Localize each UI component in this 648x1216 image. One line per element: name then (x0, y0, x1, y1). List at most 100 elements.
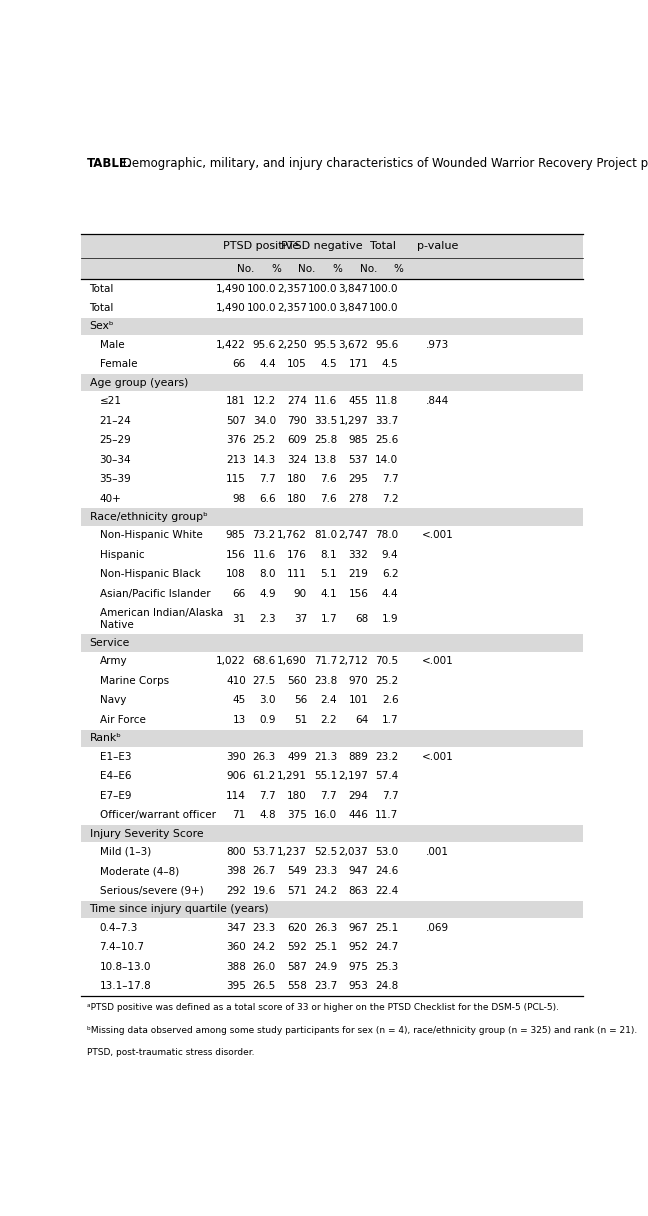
Text: 56: 56 (294, 696, 307, 705)
Text: 33.7: 33.7 (375, 416, 399, 426)
Text: No.: No. (360, 264, 377, 274)
Text: 180: 180 (287, 494, 307, 503)
Text: 507: 507 (226, 416, 246, 426)
Bar (81, 317, 583, 336)
Text: 347: 347 (226, 923, 246, 933)
Text: 2.6: 2.6 (382, 696, 399, 705)
Text: .001: .001 (426, 846, 449, 857)
Text: 4.5: 4.5 (321, 360, 337, 370)
Text: 7.4–10.7: 7.4–10.7 (100, 942, 145, 952)
Text: 26.5: 26.5 (253, 981, 276, 991)
Text: 558: 558 (287, 981, 307, 991)
Text: 16.0: 16.0 (314, 810, 337, 820)
Text: 398: 398 (226, 866, 246, 877)
Bar (81, 786, 583, 805)
Text: 587: 587 (287, 962, 307, 972)
Text: 499: 499 (287, 751, 307, 761)
Text: 1,422: 1,422 (216, 340, 246, 350)
Text: 1.7: 1.7 (321, 614, 337, 624)
Text: Asian/Pacific Islander: Asian/Pacific Islander (100, 589, 210, 598)
Text: 278: 278 (349, 494, 368, 503)
Text: Demographic, military, and injury characteristics of Wounded Warrior Recovery Pr: Demographic, military, and injury charac… (119, 157, 648, 170)
Text: 30–34: 30–34 (100, 455, 131, 465)
Text: Navy: Navy (100, 696, 126, 705)
Text: 11.7: 11.7 (375, 810, 399, 820)
Text: 100.0: 100.0 (246, 283, 276, 293)
Text: 68.6: 68.6 (253, 657, 276, 666)
Text: 98: 98 (233, 494, 246, 503)
Bar (81, 843, 583, 862)
Text: 6.6: 6.6 (259, 494, 276, 503)
Text: 571: 571 (287, 886, 307, 896)
Text: 970: 970 (349, 676, 368, 686)
Text: %: % (271, 264, 281, 274)
Text: 115: 115 (226, 474, 246, 484)
Text: 156: 156 (226, 550, 246, 559)
Text: 14.3: 14.3 (253, 455, 276, 465)
Text: Serious/severe (9+): Serious/severe (9+) (100, 886, 203, 896)
Text: 71.7: 71.7 (314, 657, 337, 666)
Text: 26.0: 26.0 (253, 962, 276, 972)
Text: Officer/warrant officer: Officer/warrant officer (100, 810, 216, 820)
Text: 4.4: 4.4 (382, 589, 399, 598)
Text: 26.3: 26.3 (253, 751, 276, 761)
Text: 13: 13 (233, 715, 246, 725)
Text: 2,197: 2,197 (338, 771, 368, 781)
Text: 967: 967 (349, 923, 368, 933)
Text: 53.7: 53.7 (253, 846, 276, 857)
Text: 332: 332 (349, 550, 368, 559)
Text: 3,847: 3,847 (338, 283, 368, 293)
Text: 25.1: 25.1 (314, 942, 337, 952)
Text: 171: 171 (349, 360, 368, 370)
Bar (81, 918, 583, 938)
Text: 24.8: 24.8 (375, 981, 399, 991)
Text: 800: 800 (226, 846, 246, 857)
Text: 889: 889 (349, 751, 368, 761)
Text: 1,490: 1,490 (216, 283, 246, 293)
Text: 95.5: 95.5 (314, 340, 337, 350)
Text: 35–39: 35–39 (100, 474, 132, 484)
Text: 446: 446 (349, 810, 368, 820)
Text: Age group (years): Age group (years) (89, 378, 188, 388)
Text: 105: 105 (287, 360, 307, 370)
Text: PTSD negative: PTSD negative (281, 241, 363, 252)
Text: TABLE.: TABLE. (87, 157, 133, 170)
Text: 2.2: 2.2 (321, 715, 337, 725)
Text: 11.6: 11.6 (314, 396, 337, 406)
Text: 24.7: 24.7 (375, 942, 399, 952)
Text: 25–29: 25–29 (100, 435, 132, 445)
Bar (81, 469, 583, 489)
Text: %: % (332, 264, 342, 274)
Text: 9.4: 9.4 (382, 550, 399, 559)
Text: ᵇMissing data observed among some study participants for sex (n = 4), race/ethni: ᵇMissing data observed among some study … (87, 1026, 637, 1035)
Text: 81.0: 81.0 (314, 530, 337, 540)
Text: Mild (1–3): Mild (1–3) (100, 846, 151, 857)
Text: 156: 156 (349, 589, 368, 598)
Text: 57.4: 57.4 (375, 771, 399, 781)
Text: PTSD positive: PTSD positive (223, 241, 299, 252)
Bar (81, 691, 583, 710)
Text: 620: 620 (287, 923, 307, 933)
Text: 0.4–7.3: 0.4–7.3 (100, 923, 138, 933)
Text: Race/ethnicity groupᵇ: Race/ethnicity groupᵇ (89, 512, 207, 522)
Text: 19.6: 19.6 (253, 886, 276, 896)
Text: 537: 537 (349, 455, 368, 465)
Text: 33.5: 33.5 (314, 416, 337, 426)
Text: 37: 37 (294, 614, 307, 624)
Text: 52.5: 52.5 (314, 846, 337, 857)
Text: 22.4: 22.4 (375, 886, 399, 896)
Text: 609: 609 (287, 435, 307, 445)
Bar (81, 278, 583, 298)
Text: p-value: p-value (417, 241, 458, 252)
Text: 390: 390 (226, 751, 246, 761)
Bar (81, 411, 583, 430)
Text: 2,712: 2,712 (338, 657, 368, 666)
Text: 4.8: 4.8 (259, 810, 276, 820)
Text: 295: 295 (349, 474, 368, 484)
Bar (81, 957, 583, 976)
Text: 592: 592 (287, 942, 307, 952)
Bar (81, 584, 583, 603)
Text: 863: 863 (349, 886, 368, 896)
Text: 100.0: 100.0 (369, 283, 399, 293)
Bar (81, 824, 583, 843)
